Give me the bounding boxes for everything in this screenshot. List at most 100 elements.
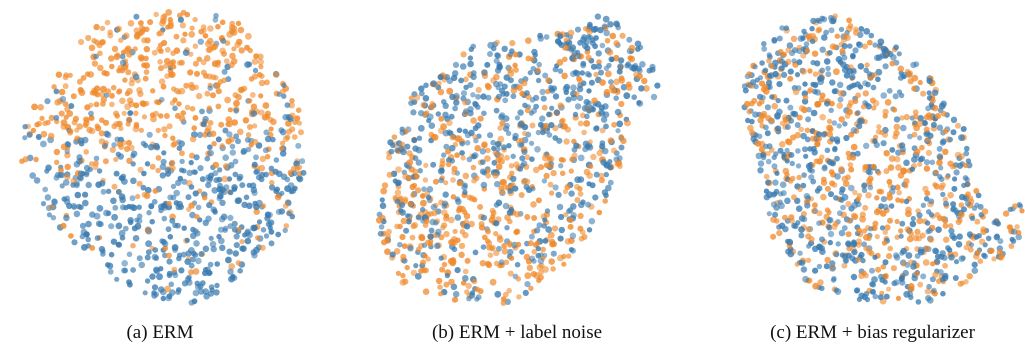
- scatter-point: [910, 215, 916, 222]
- scatter-point: [528, 285, 534, 291]
- scatter-point: [861, 182, 868, 189]
- scatter-point: [54, 159, 60, 165]
- scatter-point: [997, 238, 1004, 245]
- scatter-point: [802, 94, 809, 101]
- scatter-point: [244, 61, 252, 68]
- scatter-point: [833, 68, 840, 76]
- scatter-point: [76, 158, 83, 165]
- scatter-point: [826, 118, 833, 124]
- scatter-point: [538, 269, 544, 276]
- scatter-point: [48, 204, 55, 210]
- scatter-point: [143, 55, 149, 62]
- scatter-point: [180, 251, 187, 258]
- scatter-point: [824, 256, 831, 264]
- scatter-point: [819, 92, 826, 99]
- scatter-point: [507, 66, 514, 74]
- scatter-point: [839, 252, 846, 258]
- scatter-point: [229, 143, 236, 150]
- scatter-point: [481, 141, 488, 148]
- scatter-point: [202, 131, 209, 138]
- scatter-point: [574, 103, 582, 110]
- scatter-point: [950, 205, 957, 212]
- scatter-point: [810, 135, 816, 142]
- scatter-point: [522, 102, 528, 109]
- scatter-point: [94, 235, 101, 241]
- scatter-point: [462, 99, 468, 106]
- scatter-point: [256, 219, 263, 225]
- scatter-point: [616, 120, 624, 128]
- scatter-point: [541, 104, 548, 111]
- scatter-point: [134, 31, 141, 39]
- scatter-point: [874, 234, 880, 240]
- scatter-point: [416, 135, 423, 141]
- scatter-point: [284, 176, 291, 183]
- scatter-point: [588, 79, 595, 86]
- scatter-point: [494, 140, 502, 148]
- scatter-point: [136, 204, 142, 210]
- scatter-point: [577, 191, 584, 197]
- scatter-point: [909, 166, 915, 172]
- scatter-point: [191, 125, 197, 131]
- scatter-point: [202, 115, 209, 123]
- scatter-point: [906, 235, 914, 243]
- scatter-point: [744, 100, 751, 108]
- scatter-point: [111, 45, 119, 53]
- scatter-point: [452, 105, 458, 112]
- scatter-point: [417, 168, 423, 174]
- scatter-point: [133, 102, 140, 109]
- scatter-point: [850, 241, 857, 248]
- scatter-point: [942, 148, 949, 155]
- scatter-point: [468, 292, 476, 299]
- scatter-point: [499, 120, 506, 127]
- scatter-point: [783, 25, 790, 32]
- scatter-point: [205, 125, 212, 132]
- scatter-point: [773, 204, 780, 211]
- scatter-point: [170, 194, 177, 201]
- scatter-point: [411, 182, 418, 189]
- scatter-point: [887, 164, 895, 171]
- scatter-point: [433, 178, 439, 185]
- scatter-point: [532, 166, 540, 174]
- scatter-point: [543, 172, 550, 179]
- scatter-point: [485, 147, 491, 154]
- scatter-point: [145, 249, 152, 256]
- scatter-point: [289, 112, 296, 119]
- scatter-point: [964, 145, 970, 152]
- scatter-point: [858, 251, 865, 258]
- scatter-point: [109, 63, 115, 70]
- scatter-point: [598, 110, 606, 117]
- scatter-point: [93, 160, 99, 166]
- scatter-point: [223, 58, 230, 64]
- scatter-point: [63, 198, 71, 206]
- scatter-point: [947, 191, 954, 199]
- scatter-point: [390, 142, 396, 149]
- scatter-point: [512, 62, 518, 68]
- scatter-point: [942, 262, 948, 269]
- scatter-point: [439, 167, 445, 174]
- scatter-point: [581, 34, 587, 40]
- scatter-point: [618, 57, 625, 64]
- scatter-point: [282, 227, 288, 234]
- scatter-point: [189, 256, 196, 263]
- scatter-point: [607, 137, 615, 144]
- scatter-point: [86, 126, 93, 134]
- scatter-point: [198, 288, 205, 295]
- scatter-point: [475, 122, 482, 129]
- scatter-point: [179, 167, 185, 173]
- scatter-point: [176, 89, 182, 95]
- scatter-point: [54, 171, 62, 179]
- scatter-point: [598, 69, 604, 76]
- scatter-point: [424, 218, 430, 225]
- scatter-point: [887, 245, 893, 252]
- scatter-point: [628, 44, 636, 52]
- scatter-point: [484, 61, 491, 68]
- scatter-point: [800, 132, 807, 140]
- scatter-point: [112, 204, 119, 211]
- scatter-point: [42, 120, 48, 127]
- scatter-point: [258, 93, 264, 99]
- scatter-point: [538, 164, 545, 171]
- scatter-point: [868, 226, 874, 232]
- scatter-point: [207, 261, 214, 268]
- scatter-point: [214, 282, 220, 289]
- scatter-point: [67, 128, 74, 135]
